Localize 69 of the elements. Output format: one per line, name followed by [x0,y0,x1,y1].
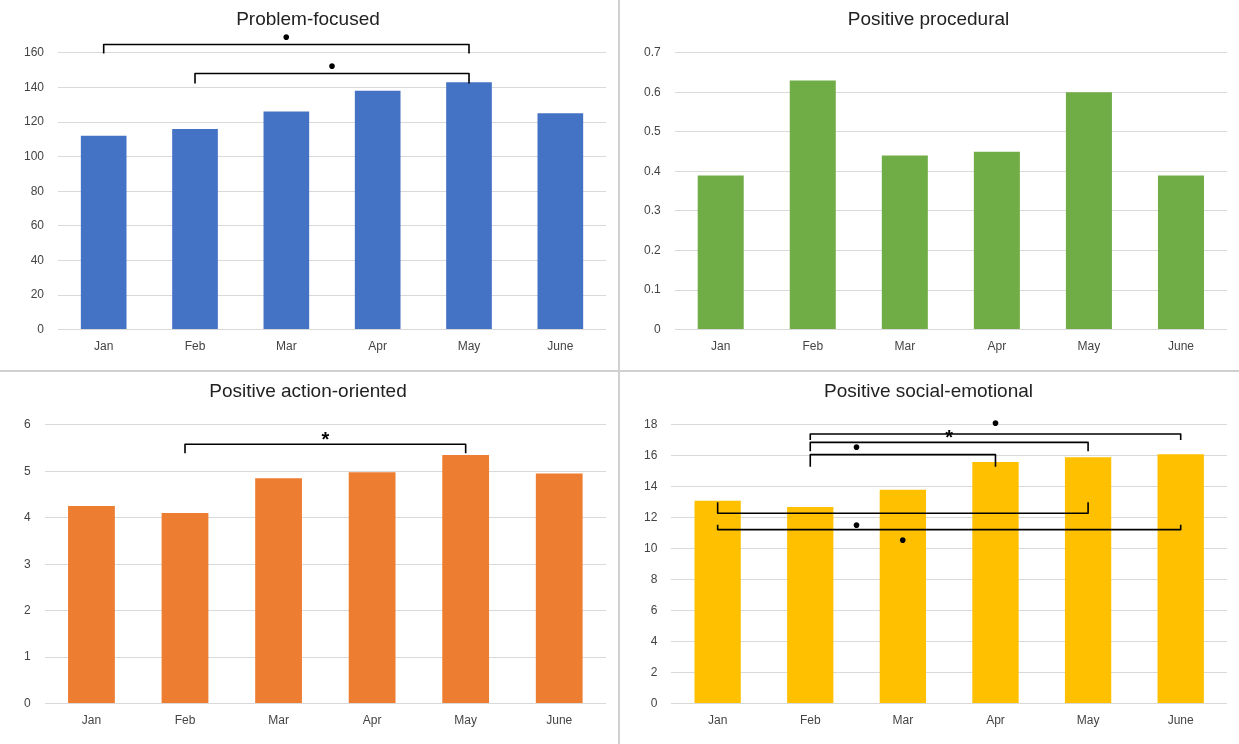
x-tick-label: Jan [711,339,731,354]
x-tick-label: June [547,339,574,354]
y-tick-label: 1 [23,649,31,664]
x-tick-label: Apr [987,339,1007,354]
x-tick-label: May [457,339,481,354]
x-tick-label: Jan [707,713,728,728]
y-tick-label: 160 [23,45,45,60]
y-tick-label: 3 [23,556,31,571]
y-tick-label: 14 [643,479,658,494]
x-tick-label: Apr [368,339,388,354]
y-tick-label: 0.2 [643,242,661,257]
x-tick-label: Jan [94,339,114,354]
x-tick-label: Feb [184,339,206,354]
x-tick-label: Feb [802,339,824,354]
y-tick-label: 0 [23,695,31,710]
x-tick-label: Feb [174,713,196,728]
x-tick-label: Jan [81,713,102,728]
y-tick-label: 120 [23,114,45,129]
annotation: • [991,411,999,434]
x-tick-label: Apr [362,713,382,728]
y-tick-label: 6 [23,417,31,432]
x-tick-label: May [1077,339,1101,354]
x-tick-label: May [1076,713,1100,728]
x-tick-label: Feb [799,713,821,728]
y-tick-label: 0 [653,321,661,336]
y-tick-label: 100 [23,148,45,163]
x-tick-label: June [1167,339,1195,354]
x-tick-label: Mar [276,339,297,354]
y-tick-label: 10 [643,541,658,556]
x-tick-label: June [546,713,573,728]
y-tick-label: 0.7 [643,45,661,60]
y-tick-label: 0.3 [643,203,661,218]
text: • [282,26,290,49]
annotation: • [328,55,336,78]
y-tick-label: 0 [37,321,45,336]
annotation: * [321,427,330,450]
y-tick-label: 0.1 [643,282,661,297]
y-tick-label: 4 [650,633,658,648]
y-tick-label: 5 [23,463,31,478]
y-tick-label: 0.5 [643,124,661,139]
y-tick-label: 2 [23,602,31,617]
annotation: • [899,529,907,552]
x-tick-label: Mar [268,713,289,728]
annotation: • [853,513,861,536]
chart-title: Problem-focused [236,7,380,29]
chart-title: Positive social-emotional [823,379,1034,401]
y-tick-label: 2 [650,664,658,679]
y-tick-label: 20 [30,287,45,302]
y-tick-label: 40 [30,252,45,267]
y-tick-label: 18 [643,417,658,432]
y-tick-label: 80 [30,183,45,198]
y-tick-label: 6 [650,602,658,617]
y-tick-label: 0.4 [643,163,661,178]
y-tick-label: 12 [643,510,658,525]
x-tick-label: June [1167,713,1195,728]
x-tick-label: Mar [892,713,914,728]
chart-title: Positive procedural [847,7,1010,29]
y-tick-label: 60 [30,218,45,233]
y-tick-label: 8 [650,572,658,586]
chart-title: Positive action-oriented [209,379,407,401]
y-tick-label: 0 [650,695,658,710]
x-tick-label: Mar [894,339,916,354]
y-tick-label: 140 [23,79,45,94]
y-tick-label: 4 [23,510,31,525]
x-tick-label: Apr [986,713,1005,728]
annotation: • [853,436,861,459]
y-tick-label: 0.6 [643,84,661,99]
x-tick-label: May [454,713,477,728]
y-tick-label: 16 [643,448,658,463]
